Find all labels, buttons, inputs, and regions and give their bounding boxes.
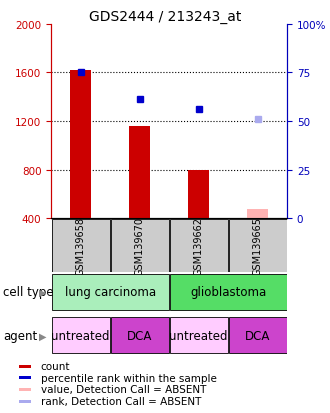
Bar [229, 219, 286, 272]
Text: GDS2444 / 213243_at: GDS2444 / 213243_at [89, 10, 241, 24]
Text: agent: agent [3, 329, 38, 342]
Text: untreated: untreated [169, 329, 228, 342]
Text: glioblastoma: glioblastoma [190, 286, 266, 299]
Bar [111, 318, 169, 354]
Text: percentile rank within the sample: percentile rank within the sample [41, 373, 216, 383]
Bar [52, 219, 110, 272]
Bar [170, 318, 227, 354]
Text: count: count [41, 361, 70, 372]
Text: GSM139670: GSM139670 [135, 216, 145, 275]
Bar [170, 219, 227, 272]
Text: lung carcinoma: lung carcinoma [65, 286, 156, 299]
Text: ▶: ▶ [39, 330, 47, 341]
Bar [19, 365, 31, 368]
Bar [129, 127, 150, 219]
Bar [229, 318, 286, 354]
Bar [19, 377, 31, 379]
Text: value, Detection Call = ABSENT: value, Detection Call = ABSENT [41, 384, 206, 394]
Bar [52, 274, 169, 310]
Text: cell type: cell type [3, 286, 54, 299]
Text: DCA: DCA [245, 329, 270, 342]
Text: GSM139658: GSM139658 [76, 216, 86, 275]
Bar [19, 400, 31, 403]
Bar [19, 388, 31, 391]
Bar [70, 71, 91, 219]
Text: ▶: ▶ [39, 287, 47, 297]
Bar [188, 171, 209, 219]
Text: untreated: untreated [51, 329, 110, 342]
Text: rank, Detection Call = ABSENT: rank, Detection Call = ABSENT [41, 396, 201, 406]
Text: DCA: DCA [127, 329, 152, 342]
Bar [111, 219, 169, 272]
Bar [170, 274, 286, 310]
Text: GSM139662: GSM139662 [194, 216, 204, 275]
Text: GSM139665: GSM139665 [252, 216, 263, 275]
Bar [247, 209, 268, 219]
Bar [52, 318, 110, 354]
